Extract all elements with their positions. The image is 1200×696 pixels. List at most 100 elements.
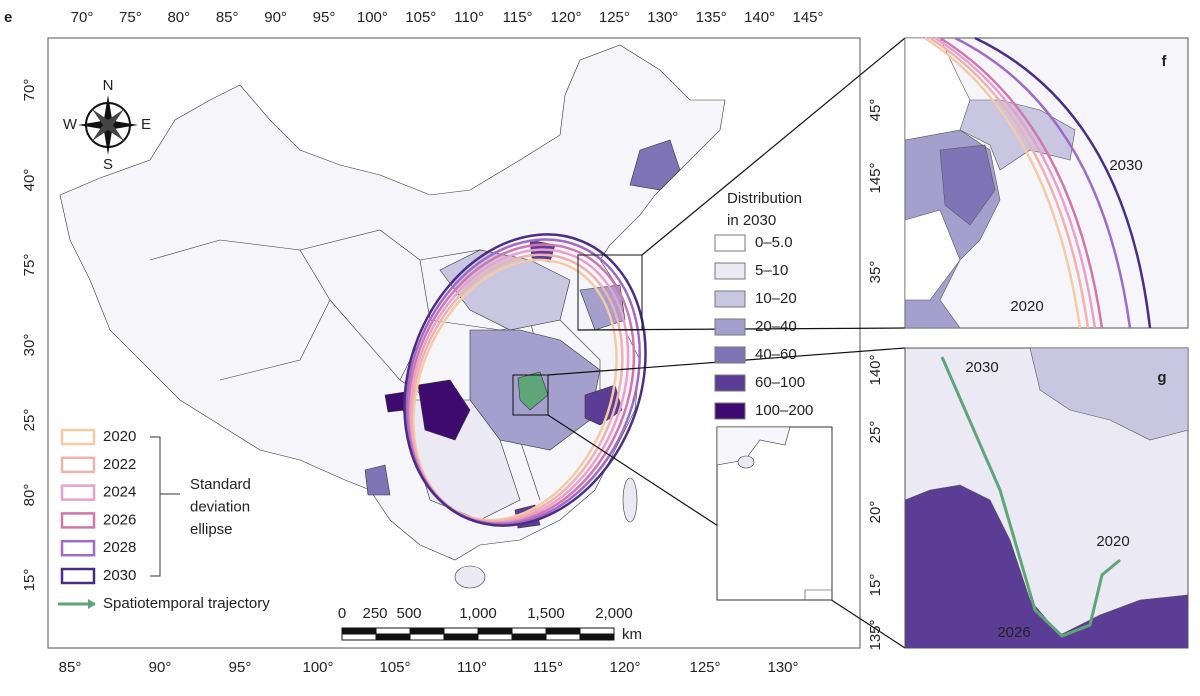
scale-label: 0 <box>338 605 346 622</box>
legend-swatch <box>714 402 746 420</box>
scale-label: 500 <box>396 605 421 622</box>
region <box>364 464 391 496</box>
scale-segment <box>375 633 411 641</box>
scale-segment <box>545 633 581 641</box>
top-axis-label: 140° <box>744 9 775 26</box>
trajectory-area <box>517 371 549 411</box>
legend-swatch <box>714 346 746 364</box>
scale-label: 1,500 <box>527 605 565 622</box>
compass-rose <box>78 95 138 155</box>
top-axis-label: 90° <box>264 9 287 26</box>
panel-g <box>904 347 1189 649</box>
legend-swatch <box>714 374 746 392</box>
top-axis-label: 125° <box>599 9 630 26</box>
legend-swatch <box>60 539 96 557</box>
scale-label: 250 <box>362 605 387 622</box>
legend-title: Distribution <box>727 190 802 207</box>
top-axis-label: 130° <box>647 9 678 26</box>
legend-label: 20–40 <box>755 318 797 335</box>
scale-bar <box>341 627 615 641</box>
year-label: 2030 <box>965 359 998 376</box>
taiwan <box>622 477 638 523</box>
right-axis-label: 135° <box>867 619 884 650</box>
scale-segment <box>511 627 547 635</box>
legend-swatch <box>60 456 96 474</box>
right-axis-label: 25° <box>867 421 884 444</box>
top-axis-label: 100° <box>357 9 388 26</box>
scale-segment <box>579 633 615 641</box>
hainan <box>454 565 486 589</box>
year-label: 2026 <box>997 624 1030 641</box>
panel-f <box>904 36 1189 329</box>
legend-label: Spatiotemporal trajectory <box>103 595 270 612</box>
bottom-axis-label: 100° <box>302 659 333 676</box>
inset-south-china-sea <box>716 426 833 601</box>
left-axis-label: 70° <box>21 79 38 102</box>
bottom-axis-label: 120° <box>609 659 640 676</box>
ellipses <box>403 233 647 527</box>
panel-label: g <box>1157 369 1166 386</box>
legend-group-label: deviation <box>190 498 250 515</box>
scale-segment <box>375 627 411 635</box>
bottom-axis-label: 125° <box>689 659 720 676</box>
right-axis-label: 20° <box>867 501 884 524</box>
trajectory-arrow <box>88 599 96 609</box>
bottom-axis-label: 95° <box>229 659 252 676</box>
scale-segment <box>477 633 513 641</box>
bottom-axis-label: 130° <box>767 659 798 676</box>
scale-label: 1,000 <box>459 605 497 622</box>
compass-letter: W <box>63 116 78 133</box>
left-axis-label: 40° <box>21 169 38 192</box>
top-axis-label: 115° <box>503 9 533 26</box>
scale-unit: km <box>622 626 642 643</box>
region <box>384 391 406 413</box>
legend-label: 0–5.0 <box>755 234 793 251</box>
compass-letter: N <box>103 77 114 94</box>
legend-label: 2020 <box>103 428 136 445</box>
legend-swatch <box>60 428 96 446</box>
sd-ellipse <box>403 233 647 527</box>
compass-letter: S <box>103 156 113 173</box>
scale-segment <box>341 627 377 635</box>
year-label: 2020 <box>1096 533 1129 550</box>
scale-segment <box>341 633 377 641</box>
legend-label: 100–200 <box>755 402 813 419</box>
top-axis-label: 105° <box>405 9 436 26</box>
legend-swatch <box>714 262 746 280</box>
bottom-axis-label: 85° <box>59 659 82 676</box>
left-axis-label: 25° <box>21 409 38 432</box>
legend-title: in 2030 <box>727 212 776 229</box>
scale-label: 2,000 <box>595 605 633 622</box>
top-axis-label: 135° <box>696 9 727 26</box>
legend-swatch <box>60 512 96 529</box>
top-axis-label: 75° <box>119 9 142 26</box>
compass-letter: E <box>141 116 151 133</box>
bottom-axis-label: 115° <box>533 659 563 676</box>
left-axis-label: 75° <box>21 254 38 277</box>
scale-segment <box>511 633 547 641</box>
left-axis-label: 15° <box>21 569 38 592</box>
right-axis-label: 45° <box>867 99 884 122</box>
legend-swatch <box>714 290 746 308</box>
right-axis-label: 35° <box>867 261 884 284</box>
legend-label: 2026 <box>103 511 136 528</box>
legend-label: 10–20 <box>755 290 797 307</box>
scale-segment <box>409 633 445 641</box>
china-map <box>59 44 726 589</box>
panel-label: e <box>4 9 12 26</box>
legend-swatch <box>60 484 96 501</box>
right-axis-label: 15° <box>867 574 884 597</box>
legend-label: 2030 <box>103 567 136 584</box>
top-axis-label: 120° <box>550 9 581 26</box>
zoom-box-g <box>512 374 549 416</box>
scale-segment <box>579 627 615 635</box>
legend-label: 2028 <box>103 539 136 556</box>
bottom-axis-label: 90° <box>149 659 172 676</box>
legend-bracket <box>150 436 180 577</box>
top-axis-label: 80° <box>167 9 190 26</box>
top-axis-label: 70° <box>71 9 94 26</box>
scale-segment <box>443 633 479 641</box>
legend-label: 2024 <box>103 484 136 501</box>
scale-segment <box>477 627 513 635</box>
